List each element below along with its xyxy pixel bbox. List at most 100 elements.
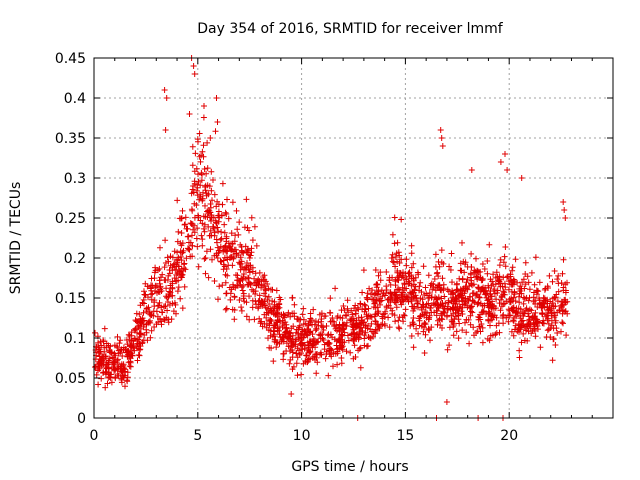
data-point [420, 328, 427, 335]
data-point [151, 303, 158, 310]
data-point [128, 329, 135, 336]
data-point [223, 290, 230, 297]
data-point [316, 311, 323, 318]
data-point [516, 299, 523, 306]
data-point [161, 87, 168, 93]
data-point [459, 327, 466, 334]
data-point [440, 303, 447, 309]
data-point [106, 347, 113, 353]
data-point [208, 168, 215, 175]
data-point [290, 363, 297, 370]
data-point [460, 285, 467, 292]
data-point [468, 274, 474, 281]
data-point [148, 287, 155, 294]
data-point [450, 332, 457, 339]
data-point [330, 363, 336, 370]
data-point [97, 338, 104, 345]
data-point [411, 281, 417, 288]
data-point [334, 313, 341, 320]
data-point [416, 317, 423, 324]
data-point [357, 301, 364, 308]
data-point [212, 217, 219, 224]
data-point [261, 302, 268, 309]
data-point [408, 297, 415, 304]
data-point [289, 336, 296, 343]
data-point [373, 281, 380, 287]
data-point [278, 311, 285, 318]
data-point [359, 289, 366, 296]
data-point [238, 307, 245, 314]
data-point [248, 245, 255, 252]
data-point [94, 367, 101, 374]
data-point [227, 296, 234, 303]
data-point [256, 315, 263, 322]
data-point [462, 295, 469, 302]
data-point [481, 288, 488, 295]
y-tick-label: 0.3 [64, 171, 86, 187]
data-point [420, 301, 427, 308]
data-point [325, 347, 332, 354]
data-point [201, 166, 208, 172]
data-point [259, 298, 266, 305]
data-point [531, 323, 538, 330]
data-point [365, 305, 372, 312]
data-point [361, 335, 368, 342]
data-point [408, 333, 415, 339]
data-point [98, 375, 105, 382]
data-point [198, 232, 205, 239]
data-point [466, 340, 473, 347]
data-point [203, 190, 210, 197]
data-point [531, 281, 538, 288]
data-point [497, 307, 504, 314]
data-point [178, 230, 185, 236]
data-point [399, 296, 406, 303]
data-point [516, 347, 523, 354]
data-point [189, 242, 196, 249]
data-point [211, 252, 218, 259]
data-point [263, 314, 270, 321]
data-point [312, 356, 318, 363]
data-point [203, 248, 210, 255]
y-tick-label: 0.45 [55, 51, 86, 67]
data-point [425, 272, 432, 279]
data-point [105, 365, 112, 372]
data-point [341, 322, 348, 329]
data-point [290, 323, 297, 330]
data-point [329, 318, 335, 325]
data-point [269, 286, 276, 293]
data-point [392, 291, 399, 298]
data-point [99, 357, 105, 364]
data-point [141, 291, 148, 298]
data-point [201, 228, 208, 235]
data-point [200, 114, 207, 121]
data-point [402, 306, 409, 313]
data-point [237, 241, 244, 248]
data-point [100, 369, 107, 376]
data-point [111, 342, 118, 349]
data-point [238, 304, 245, 311]
data-point [562, 215, 569, 221]
data-point [338, 331, 345, 338]
data-point [223, 305, 230, 312]
data-point [468, 303, 475, 310]
data-point [379, 321, 386, 328]
data-point [450, 320, 457, 327]
data-point [554, 276, 561, 283]
data-point [518, 175, 525, 181]
data-point [559, 319, 566, 326]
data-point [304, 332, 311, 339]
data-point [182, 221, 189, 228]
data-point [310, 336, 317, 342]
data-point [467, 312, 474, 319]
data-point [148, 327, 155, 334]
data-point [321, 346, 328, 353]
data-point [410, 315, 417, 321]
data-point [505, 312, 512, 319]
y-tick-label: 0.35 [55, 131, 86, 147]
data-point [417, 279, 424, 286]
data-point [427, 337, 433, 344]
data-point [193, 187, 200, 194]
data-point [526, 306, 533, 313]
data-point [518, 339, 525, 346]
data-point [132, 326, 139, 333]
